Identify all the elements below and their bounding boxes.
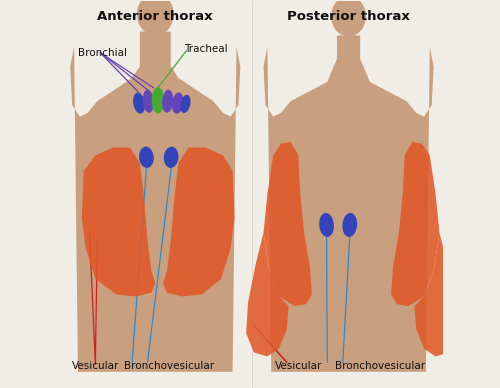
Ellipse shape [331, 0, 366, 36]
Polygon shape [414, 233, 457, 356]
Text: Vesicular: Vesicular [275, 361, 322, 371]
Ellipse shape [319, 213, 334, 237]
Polygon shape [264, 142, 312, 306]
Polygon shape [163, 147, 234, 296]
Text: Anterior thorax: Anterior thorax [98, 10, 213, 23]
Polygon shape [391, 142, 440, 306]
Ellipse shape [172, 93, 184, 114]
Text: Vesicular: Vesicular [72, 361, 120, 371]
Polygon shape [82, 147, 156, 296]
Polygon shape [264, 35, 434, 372]
Ellipse shape [164, 147, 178, 168]
Polygon shape [246, 233, 288, 356]
Ellipse shape [133, 93, 145, 114]
Ellipse shape [139, 147, 154, 168]
Ellipse shape [143, 90, 154, 113]
Text: Bronchial: Bronchial [78, 48, 127, 58]
Ellipse shape [137, 0, 173, 35]
Text: Bronchovesicular: Bronchovesicular [124, 361, 214, 371]
Ellipse shape [180, 95, 190, 113]
Text: Bronchovesicular: Bronchovesicular [335, 361, 425, 371]
Ellipse shape [342, 213, 357, 237]
Text: Tracheal: Tracheal [184, 44, 228, 54]
Ellipse shape [152, 87, 164, 114]
Polygon shape [70, 32, 240, 372]
Text: Posterior thorax: Posterior thorax [287, 10, 410, 23]
Ellipse shape [162, 90, 173, 113]
